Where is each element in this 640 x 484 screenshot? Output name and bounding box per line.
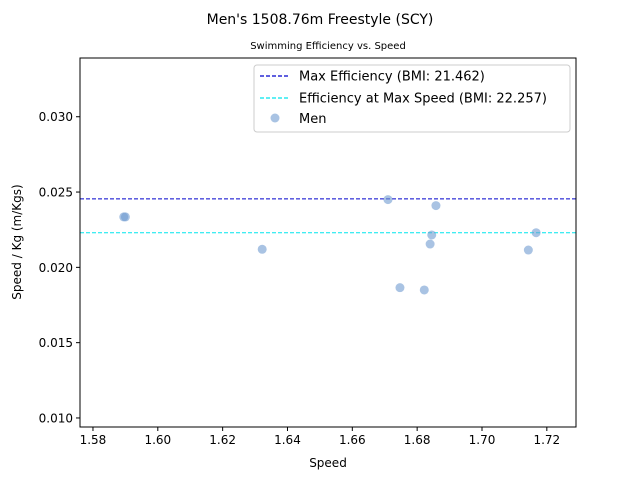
x-tick-label: 1.64 [274,433,301,447]
data-point [523,245,533,255]
y-tick-label: 0.030 [39,110,73,124]
chart-subtitle: Swimming Efficiency vs. Speed [250,41,406,52]
x-tick-label: 1.66 [339,433,366,447]
data-point [431,201,441,211]
data-point [427,230,437,240]
data-point [419,285,429,295]
data-point [257,244,267,254]
x-tick-label: 1.62 [209,433,236,447]
data-point [383,195,393,205]
data-point [531,228,541,238]
legend-box [253,64,571,133]
plot-frame [79,57,577,428]
x-tick-label: 1.60 [144,433,171,447]
x-tick-label: 1.70 [469,433,496,447]
y-tick-label: 0.015 [39,336,73,350]
legend-label-men: Men [299,112,326,127]
x-tick-label: 1.68 [404,433,431,447]
legend-swatch-men [270,113,280,123]
y-axis-label: Speed / Kg (m/Kgs) [10,184,24,299]
x-tick-label: 1.58 [80,433,107,447]
data-point [425,239,435,249]
legend: Max Efficiency (BMI: 21.462) Efficiency … [253,64,571,133]
x-tick-label: 1.72 [533,433,560,447]
y-tick-label: 0.025 [39,186,73,200]
data-point [395,283,405,293]
chart-title: Men's 1508.76m Freestyle (SCY) [207,12,434,28]
data-point [120,212,130,222]
y-tick-label: 0.010 [39,411,73,425]
legend-label-max-speed: Efficiency at Max Speed (BMI: 22.257) [299,92,547,107]
y-tick-label: 0.020 [39,261,73,275]
x-axis-label: Speed [309,456,347,470]
legend-label-max-efficiency: Max Efficiency (BMI: 21.462) [299,70,485,85]
